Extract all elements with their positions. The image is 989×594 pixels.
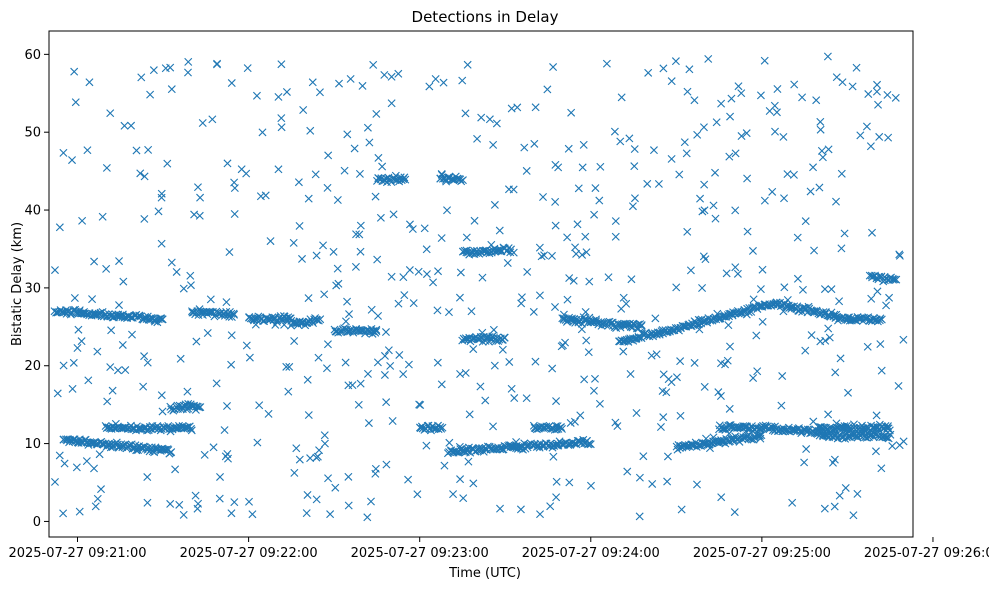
x-tick-label: 2025-07-27 09:23:00 [351, 546, 489, 561]
y-tick-label: 40 [24, 204, 41, 219]
x-tick-label: 2025-07-27 09:25:00 [693, 546, 831, 561]
x-axis-label: Time (UTC) [448, 566, 521, 581]
chart-title: Detections in Delay [412, 8, 559, 26]
x-tick-label: 2025-07-27 09:24:00 [522, 546, 660, 561]
y-tick-label: 0 [33, 515, 41, 530]
y-tick-label: 10 [24, 437, 41, 452]
y-tick-label: 60 [24, 48, 41, 63]
x-tick-label: 2025-07-27 09:21:00 [8, 546, 146, 561]
y-tick-label: 50 [24, 126, 41, 141]
y-axis-label: Bistatic Delay (km) [10, 222, 25, 346]
y-tick-label: 20 [24, 359, 41, 374]
y-tick-label: 30 [24, 281, 41, 296]
x-tick-label: 2025-07-27 09:22:00 [180, 546, 318, 561]
x-tick-label: 2025-07-27 09:26:00 [864, 546, 989, 561]
